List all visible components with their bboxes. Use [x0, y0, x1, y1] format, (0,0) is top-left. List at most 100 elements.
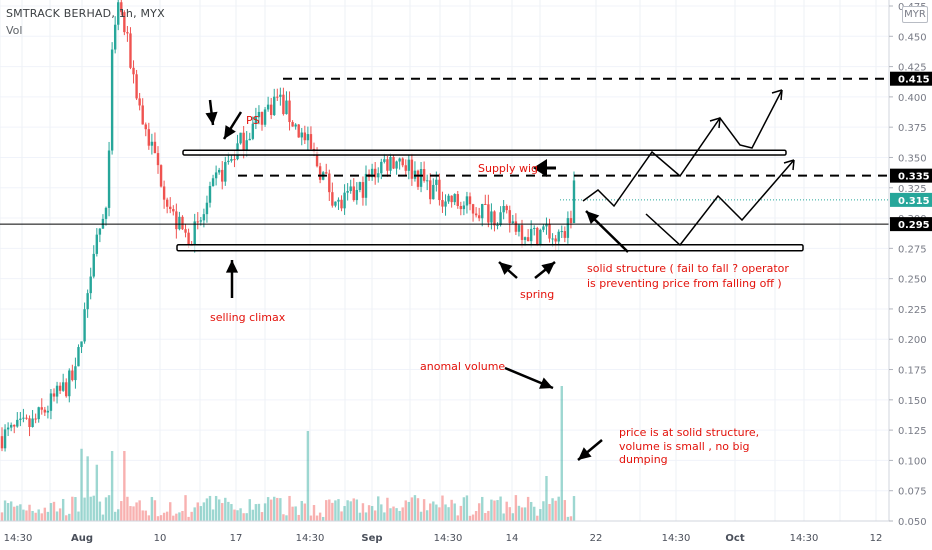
- candle-body: [392, 157, 395, 169]
- volume-bar: [422, 499, 426, 521]
- candle-body: [159, 165, 163, 187]
- candle-body: [132, 67, 135, 75]
- candle-body: [349, 186, 352, 191]
- volume-bar: [358, 512, 362, 521]
- volume-bar: [196, 502, 199, 521]
- candle-body: [340, 199, 343, 209]
- candle-body: [539, 229, 542, 246]
- candle-body: [77, 347, 80, 367]
- candle-body: [276, 96, 279, 98]
- candle-body: [242, 132, 245, 150]
- volume-bar: [13, 506, 16, 521]
- volume-bar: [502, 513, 505, 521]
- volume-bar: [462, 497, 466, 521]
- price-badge-label: 0.415: [898, 75, 930, 86]
- candle-body: [572, 180, 576, 223]
- volume-bar: [496, 500, 499, 521]
- volume-bar: [89, 496, 92, 521]
- volume-label: Vol: [6, 24, 23, 37]
- volume-bar: [386, 497, 389, 521]
- volume-bar: [554, 500, 557, 521]
- volume-bar: [80, 448, 83, 521]
- candle-body: [187, 232, 190, 246]
- volume-bar: [459, 505, 463, 521]
- volume-bar: [560, 386, 563, 521]
- candle-body: [126, 32, 129, 34]
- volume-bar: [214, 495, 218, 521]
- volume-bar: [487, 510, 490, 521]
- candle-body: [138, 98, 141, 106]
- volume-bar: [352, 498, 355, 521]
- candle-body: [6, 427, 10, 430]
- volume-bar: [444, 504, 447, 521]
- candle-body: [156, 153, 160, 166]
- candle-body: [98, 228, 102, 235]
- volume-bar: [162, 512, 166, 521]
- volume-bar: [251, 509, 255, 521]
- candle-body: [309, 134, 313, 149]
- volume-bar: [55, 511, 59, 521]
- candle-body: [401, 158, 404, 166]
- candle-body: [419, 169, 423, 187]
- candle-body: [144, 124, 147, 130]
- volume-bar: [450, 499, 453, 521]
- volume-bar: [520, 507, 524, 521]
- candle-body: [123, 12, 126, 33]
- solid-structure-arrow-head: [586, 211, 600, 225]
- price-tick-label: 0.125: [898, 426, 927, 437]
- candle-body: [117, 2, 120, 25]
- volume-bar: [208, 495, 212, 521]
- annotation-text: selling climax: [210, 311, 286, 324]
- candle-body: [221, 169, 224, 182]
- volume-bar: [539, 509, 542, 521]
- candle-body: [398, 158, 401, 162]
- volume-bar: [159, 515, 163, 521]
- candle-body: [545, 224, 548, 227]
- candle-body: [306, 134, 310, 141]
- volume-bar: [429, 503, 432, 521]
- candle-body: [40, 407, 43, 410]
- spring-arrow-left-head: [499, 262, 513, 275]
- candle-body: [291, 122, 294, 127]
- volume-bar: [318, 512, 322, 521]
- volume-bar: [404, 500, 407, 521]
- volume-bar: [110, 451, 114, 521]
- volume-bar: [331, 502, 334, 521]
- volume-bar: [511, 513, 515, 521]
- volume-bar: [86, 456, 89, 521]
- candle-body: [566, 218, 570, 238]
- candle-body: [153, 141, 157, 154]
- candle-body: [31, 418, 34, 428]
- candle-body: [230, 159, 233, 161]
- candle-body: [71, 370, 74, 381]
- volume-bar: [269, 499, 273, 521]
- candle-body: [462, 205, 466, 210]
- price-tick-label: 0.225: [898, 305, 927, 316]
- candle-body: [490, 211, 493, 223]
- annotation-text: volume is small , no big: [619, 440, 750, 453]
- volume-bar: [147, 515, 151, 521]
- volume-bar: [3, 500, 7, 521]
- volume-bar: [401, 507, 404, 521]
- volume-bar: [49, 503, 53, 521]
- time-tick-label: 14:30: [296, 533, 325, 544]
- price-tick-label: 0.050: [898, 517, 927, 528]
- volume-bar: [410, 497, 414, 521]
- volume-bar: [34, 512, 37, 521]
- candle-body: [505, 205, 508, 211]
- volume-bar: [193, 507, 196, 521]
- volume-bar: [438, 507, 441, 521]
- price-badge-label: 0.315: [898, 196, 930, 207]
- volume-bar: [392, 506, 395, 521]
- volume-bar: [441, 495, 444, 521]
- currency-button[interactable]: MYR: [902, 6, 928, 23]
- volume-bar: [132, 506, 135, 521]
- volume-bar: [153, 500, 157, 521]
- candle-body: [110, 49, 114, 151]
- candle-body: [297, 124, 300, 138]
- candle-body: [28, 418, 31, 428]
- candle-body: [3, 429, 7, 449]
- volume-bar: [107, 495, 111, 521]
- volume-bar: [477, 503, 481, 521]
